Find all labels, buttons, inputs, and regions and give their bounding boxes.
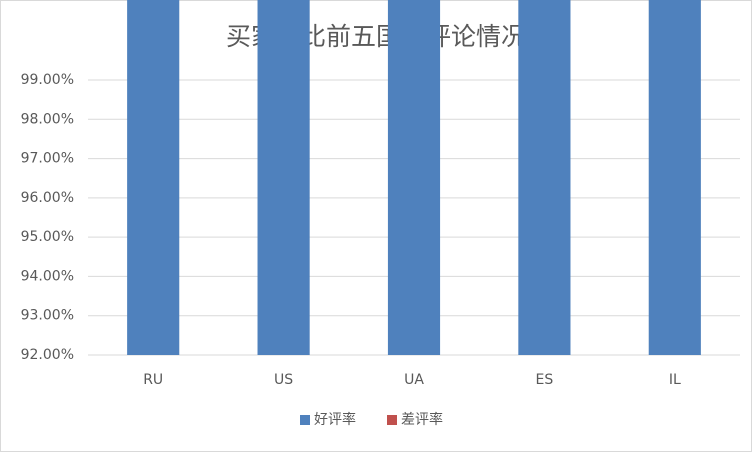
bar-segment [387, 0, 441, 355]
bar-segment [518, 0, 571, 355]
x-tick-label: IL [669, 372, 681, 388]
legend-label: 好评率 [314, 411, 356, 428]
y-tick-label: 96.00% [21, 190, 74, 206]
legend-label: 差评率 [401, 411, 443, 428]
y-tick-label: 92.00% [21, 347, 74, 363]
bar-segment [127, 0, 180, 355]
y-tick-label: 99.00% [21, 72, 74, 88]
legend-swatch [300, 415, 310, 425]
x-tick-label: US [274, 372, 293, 388]
bar-segment [648, 0, 701, 355]
x-tick-label: RU [143, 372, 163, 388]
y-tick-label: 97.00% [21, 151, 74, 167]
legend-swatch [387, 415, 397, 425]
x-tick-label: ES [536, 372, 554, 388]
y-tick-label: 95.00% [21, 229, 74, 245]
x-tick-label: UA [404, 372, 424, 388]
y-tick-label: 94.00% [21, 268, 74, 284]
y-tick-label: 98.00% [21, 111, 74, 127]
y-tick-label: 93.00% [21, 308, 74, 324]
bar-segment [257, 0, 310, 355]
